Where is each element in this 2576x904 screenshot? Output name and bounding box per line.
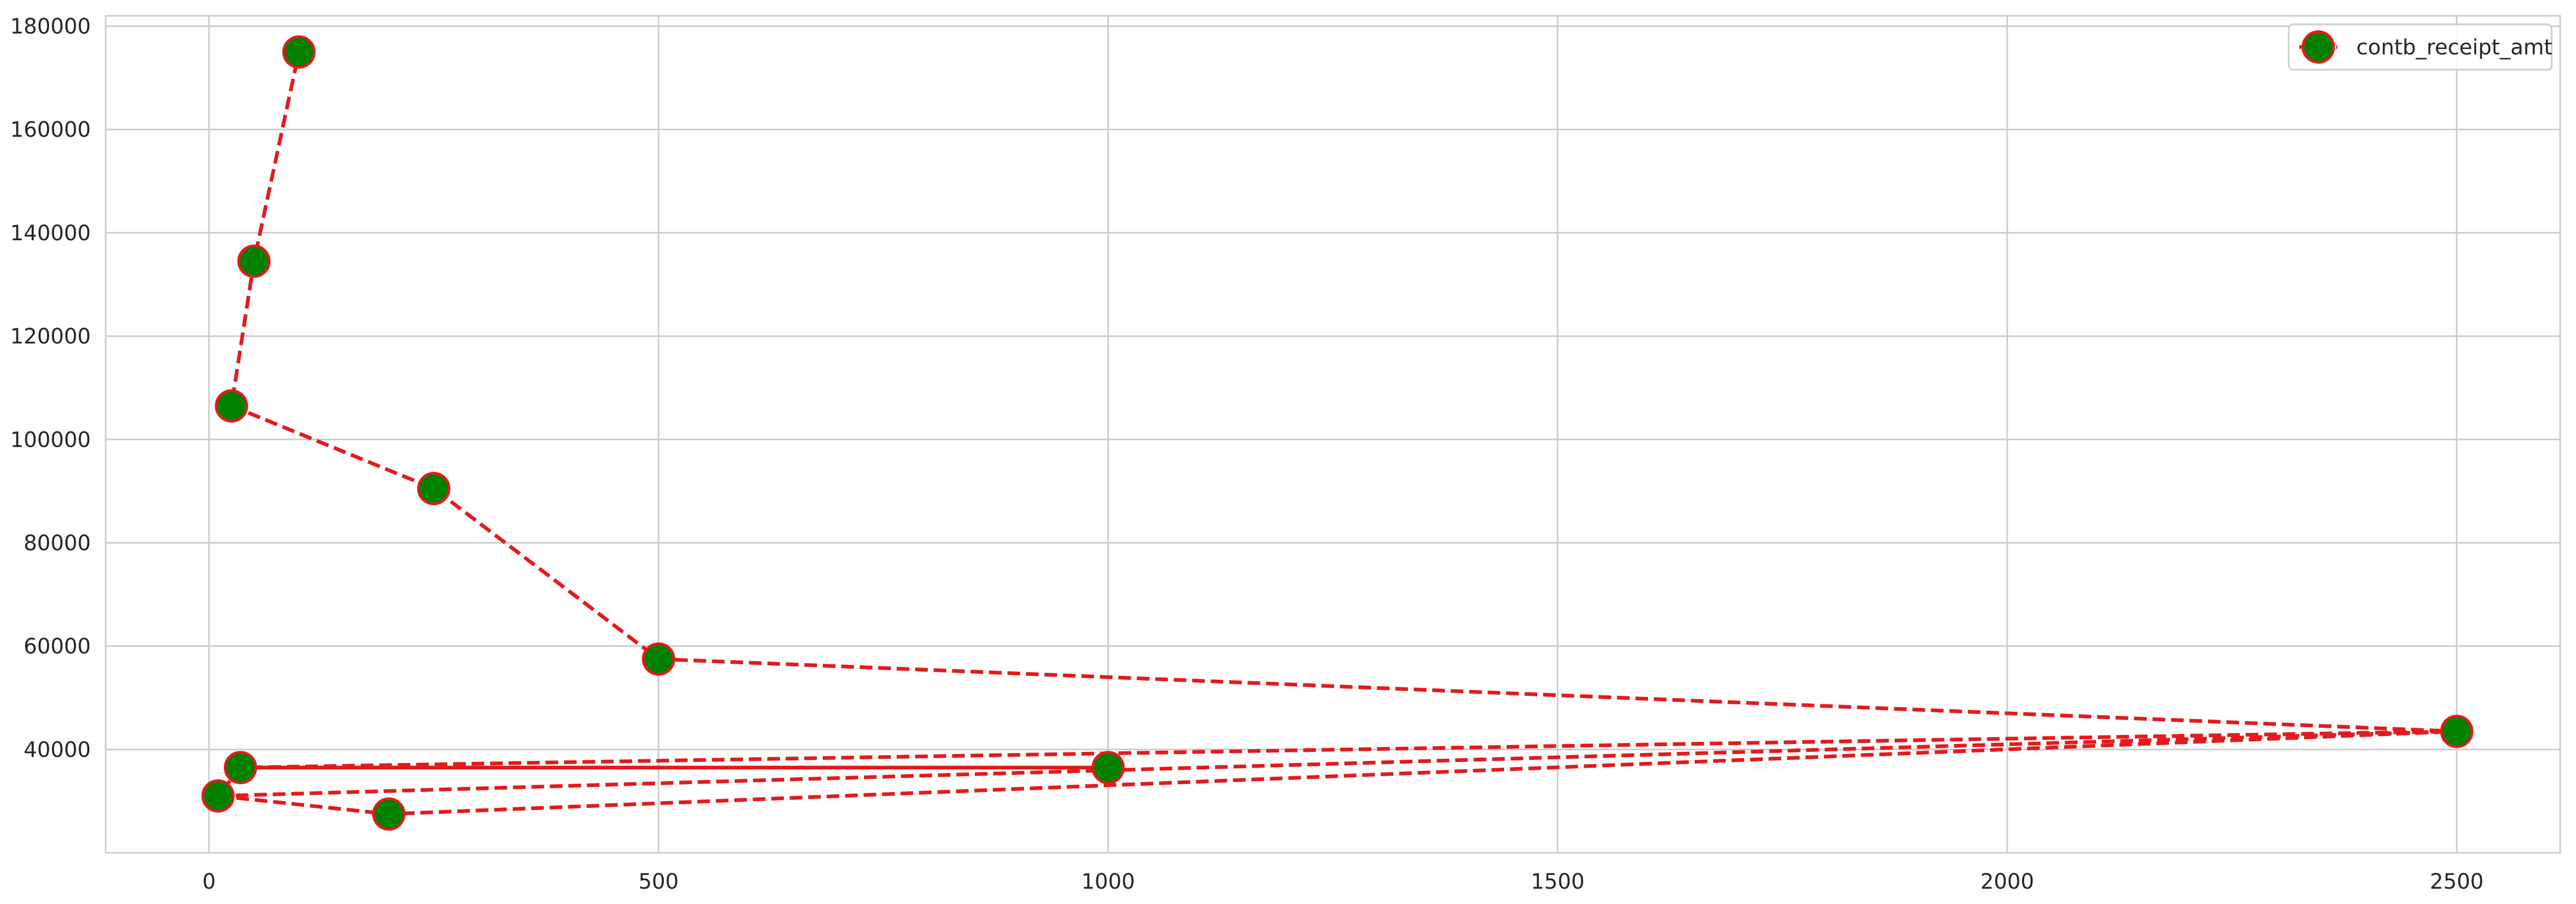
data-point [372, 797, 406, 831]
y-tick-label: 60000 [24, 635, 91, 659]
y-tick-label: 160000 [10, 118, 91, 142]
y-tick-label: 140000 [10, 221, 91, 246]
data-point [642, 642, 675, 676]
x-tick-label: 2000 [1980, 870, 2034, 894]
x-tick-label: 0 [202, 870, 215, 894]
data-point [417, 472, 450, 505]
data-point [282, 35, 316, 69]
data-point [237, 244, 271, 278]
data-point [214, 389, 248, 423]
data-point [2440, 714, 2474, 748]
y-tick-label: 120000 [10, 325, 91, 349]
legend-marker-swatch [2301, 30, 2335, 64]
x-tick-label: 1500 [1531, 870, 1585, 894]
x-tick-label: 500 [638, 870, 679, 894]
data-point [201, 779, 235, 813]
legend-label: contb_receipt_amt [2356, 35, 2552, 60]
y-tick-label: 80000 [24, 531, 91, 555]
legend-box [2288, 23, 2553, 71]
legend: contb_receipt_amt [2288, 23, 2553, 71]
y-tick-label: 40000 [24, 738, 91, 762]
data-point [1091, 751, 1125, 785]
plot-area: 0 500 1000 1500 2000 2500 40000 60000 80000 10000… [10, 15, 2561, 894]
y-tick-label: 180000 [10, 15, 91, 39]
x-tick-label: 1000 [1081, 870, 1135, 894]
y-tick-label: 100000 [10, 428, 91, 452]
axes-frame [105, 15, 2561, 854]
data-point [223, 751, 257, 785]
x-tick-label: 2500 [2430, 870, 2484, 894]
